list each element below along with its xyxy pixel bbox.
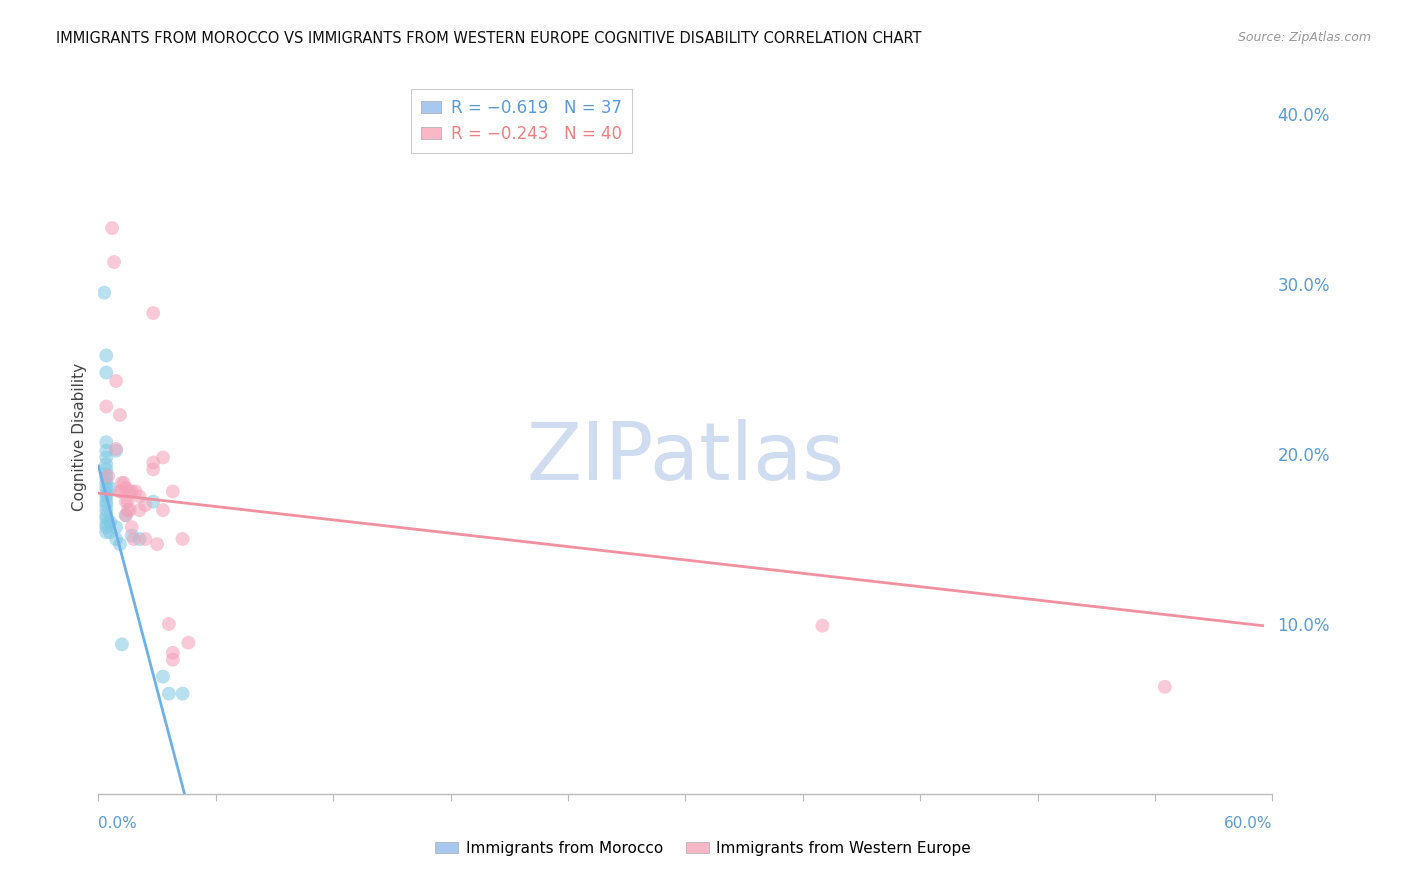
Point (146, 537, 169, 551)
Point (108, 484, 131, 499)
Y-axis label: Cognitive Disability: Cognitive Disability (72, 363, 87, 511)
Point (172, 532, 194, 546)
Point (96, 475, 118, 490)
Point (1153, 680, 1175, 694)
Point (811, 618, 834, 632)
Point (105, 532, 128, 546)
Point (98, 481, 121, 495)
Point (96, 511, 118, 525)
Point (134, 532, 156, 546)
Point (114, 494, 136, 508)
Point (96, 366, 118, 380)
Point (105, 520, 128, 534)
Point (162, 484, 184, 499)
Point (96, 503, 118, 517)
Point (96, 457, 118, 471)
Point (121, 528, 143, 542)
Point (97, 469, 120, 483)
Point (111, 484, 134, 499)
Point (111, 475, 134, 490)
Point (122, 532, 145, 546)
Point (177, 635, 200, 649)
Point (134, 498, 156, 512)
Point (96, 525, 118, 540)
Text: 0.0%: 0.0% (98, 816, 138, 831)
Point (121, 520, 143, 534)
Point (96, 462, 118, 476)
Point (114, 481, 136, 495)
Point (96, 450, 118, 465)
Point (103, 255, 125, 269)
Point (105, 443, 128, 458)
Point (96, 520, 118, 534)
Point (96, 471, 118, 485)
Point (93, 285, 115, 300)
Point (111, 637, 134, 651)
Point (157, 687, 180, 701)
Point (108, 408, 131, 422)
Point (117, 503, 139, 517)
Point (121, 484, 143, 499)
Point (118, 503, 141, 517)
Point (172, 687, 194, 701)
Point (142, 462, 165, 476)
Point (152, 670, 174, 684)
Point (114, 508, 136, 523)
Point (96, 516, 118, 531)
Legend: R = −0.619   N = 37, R = −0.243   N = 40: R = −0.619 N = 37, R = −0.243 N = 40 (411, 88, 631, 153)
Point (112, 475, 135, 490)
Point (117, 494, 139, 508)
Point (96, 400, 118, 414)
Point (96, 443, 118, 458)
Point (162, 653, 184, 667)
Point (128, 503, 150, 517)
Point (142, 456, 165, 470)
Point (142, 494, 165, 508)
Point (96, 498, 118, 512)
Point (152, 503, 174, 517)
Point (96, 486, 118, 500)
Text: ZIPatlas: ZIPatlas (526, 419, 845, 498)
Point (98, 515, 121, 529)
Point (96, 490, 118, 504)
Point (142, 306, 165, 320)
Point (114, 508, 136, 523)
Point (96, 349, 118, 363)
Point (96, 435, 118, 450)
Point (96, 481, 118, 495)
Point (152, 450, 174, 465)
Point (105, 374, 128, 388)
Point (96, 467, 118, 482)
Legend: Immigrants from Morocco, Immigrants from Western Europe: Immigrants from Morocco, Immigrants from… (429, 835, 977, 862)
Point (128, 532, 150, 546)
Text: Source: ZipAtlas.com: Source: ZipAtlas.com (1237, 31, 1371, 45)
Point (101, 221, 124, 235)
Point (162, 646, 184, 660)
Point (124, 484, 146, 499)
Point (118, 484, 141, 499)
Point (128, 490, 150, 504)
Point (98, 525, 121, 540)
Text: 60.0%: 60.0% (1225, 816, 1272, 831)
Point (96, 508, 118, 523)
Point (105, 442, 128, 456)
Point (157, 617, 180, 632)
Point (108, 537, 131, 551)
Point (96, 494, 118, 508)
Text: IMMIGRANTS FROM MOROCCO VS IMMIGRANTS FROM WESTERN EUROPE COGNITIVE DISABILITY C: IMMIGRANTS FROM MOROCCO VS IMMIGRANTS FR… (56, 31, 922, 46)
